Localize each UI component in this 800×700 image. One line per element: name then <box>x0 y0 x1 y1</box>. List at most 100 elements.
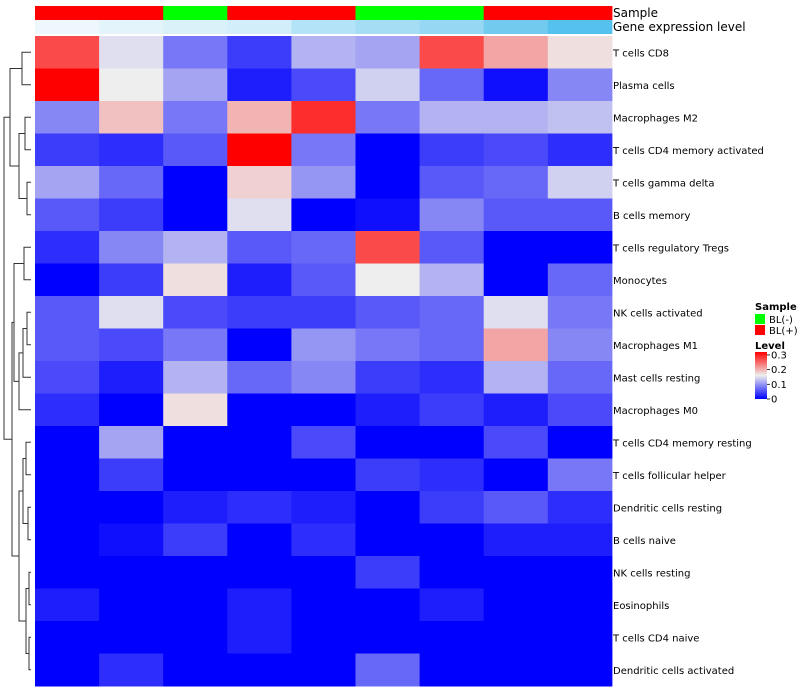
heatmap-cell <box>163 166 228 199</box>
heatmap-cell <box>547 653 613 687</box>
row-label: Dendritic cells resting <box>613 503 722 514</box>
heatmap-cell <box>163 231 228 264</box>
heatmap-cell <box>355 263 421 297</box>
heatmap-row <box>35 361 613 394</box>
heatmap-cell <box>419 68 485 102</box>
annotation-cell <box>291 6 356 20</box>
heatmap-cell <box>483 393 549 427</box>
heatmap-cell <box>99 458 164 492</box>
heatmap-cell <box>163 426 228 459</box>
annotation-cell <box>99 6 164 20</box>
heatmap-cell <box>291 393 356 427</box>
heatmap-cell <box>483 36 549 69</box>
heatmap-cell <box>163 556 228 589</box>
heatmap-cell <box>483 296 549 329</box>
annotation-cell <box>547 6 613 20</box>
legend-tick-label: 0.3 <box>771 350 787 361</box>
heatmap-cell <box>227 263 292 297</box>
dendrogram-link <box>28 636 31 671</box>
heatmap-row <box>35 458 613 492</box>
heatmap-cell <box>35 556 100 589</box>
heatmap-cell <box>227 556 292 589</box>
heatmap-cell <box>35 231 100 264</box>
heatmap-cell <box>227 393 292 427</box>
heatmap-cell <box>291 231 356 264</box>
heatmap-cell <box>419 361 485 394</box>
heatmap-cell <box>227 588 292 622</box>
heatmap-cell <box>291 588 356 622</box>
heatmap-cell <box>547 68 613 102</box>
heatmap-cell <box>419 101 485 134</box>
heatmap-cell <box>419 621 485 654</box>
heatmap-row <box>35 588 613 622</box>
heatmap-cell <box>35 133 100 167</box>
heatmap-cell <box>99 133 164 167</box>
legend-tick-label: 0.2 <box>771 365 787 376</box>
heatmap-cell <box>291 36 356 69</box>
heatmap-cell <box>99 361 164 394</box>
heatmap-cell <box>163 621 228 654</box>
heatmap-cell <box>99 491 164 524</box>
heatmap-cell <box>419 263 485 297</box>
heatmap-cell <box>355 588 421 622</box>
heatmap-cell <box>355 653 421 687</box>
heatmap-cell <box>99 198 164 232</box>
heatmap-row <box>35 198 613 232</box>
heatmap-cell <box>163 588 228 622</box>
legend-label: BL(+) <box>769 326 798 337</box>
heatmap-cell <box>227 166 292 199</box>
row-label: Monocytes <box>613 276 667 287</box>
heatmap-cell <box>99 393 164 427</box>
heatmap-cell <box>227 198 292 232</box>
heatmap-cell <box>163 101 228 134</box>
heatmap-cell <box>355 621 421 654</box>
heatmap-cell <box>35 68 100 102</box>
heatmap-cell <box>483 328 549 362</box>
annotation-cell <box>35 6 100 20</box>
heatmap-cell <box>99 36 164 69</box>
heatmap-cell <box>291 68 356 102</box>
heatmap-cell <box>163 36 228 69</box>
heatmap-cell <box>99 101 164 134</box>
annotation-cell <box>483 6 549 20</box>
row-label: B cells memory <box>613 211 690 222</box>
heatmap-cell <box>419 588 485 622</box>
heatmap-cell <box>547 426 613 459</box>
annotation-cell <box>355 20 421 34</box>
annotation-cell <box>355 6 421 20</box>
heatmap-cell <box>163 458 228 492</box>
heatmap-cell <box>355 166 421 199</box>
annotation-cell <box>35 20 100 34</box>
annotation-cell <box>291 20 356 34</box>
annotation-cell <box>547 20 613 34</box>
heatmap-row <box>35 36 613 69</box>
heatmap-cell <box>483 231 549 264</box>
heatmap-cell <box>419 393 485 427</box>
heatmap-cell <box>163 68 228 102</box>
row-label: T cells CD4 naive <box>612 633 699 644</box>
heatmap-cell <box>35 588 100 622</box>
heatmap-cells <box>35 36 613 687</box>
row-label: NK cells resting <box>613 568 690 579</box>
heatmap-cell <box>547 36 613 69</box>
heatmap-cell <box>419 556 485 589</box>
heatmap-cell <box>419 523 485 557</box>
heatmap-cell <box>227 491 292 524</box>
heatmap-cell <box>483 458 549 492</box>
annotation-track: Gene expression level <box>35 20 746 34</box>
heatmap-cell <box>291 166 356 199</box>
heatmap-cell <box>419 653 485 687</box>
annotation-cell <box>419 20 485 34</box>
heatmap-cell <box>419 458 485 492</box>
legend-sample-title: Sample <box>755 302 797 313</box>
heatmap-cell <box>355 491 421 524</box>
heatmap-cell <box>483 621 549 654</box>
heatmap-cell <box>163 328 228 362</box>
dendrogram-link <box>26 311 31 346</box>
heatmap-cell <box>291 296 356 329</box>
row-label: T cells regulatory Tregs <box>612 243 729 254</box>
heatmap-cell <box>35 296 100 329</box>
heatmap-cell <box>355 68 421 102</box>
